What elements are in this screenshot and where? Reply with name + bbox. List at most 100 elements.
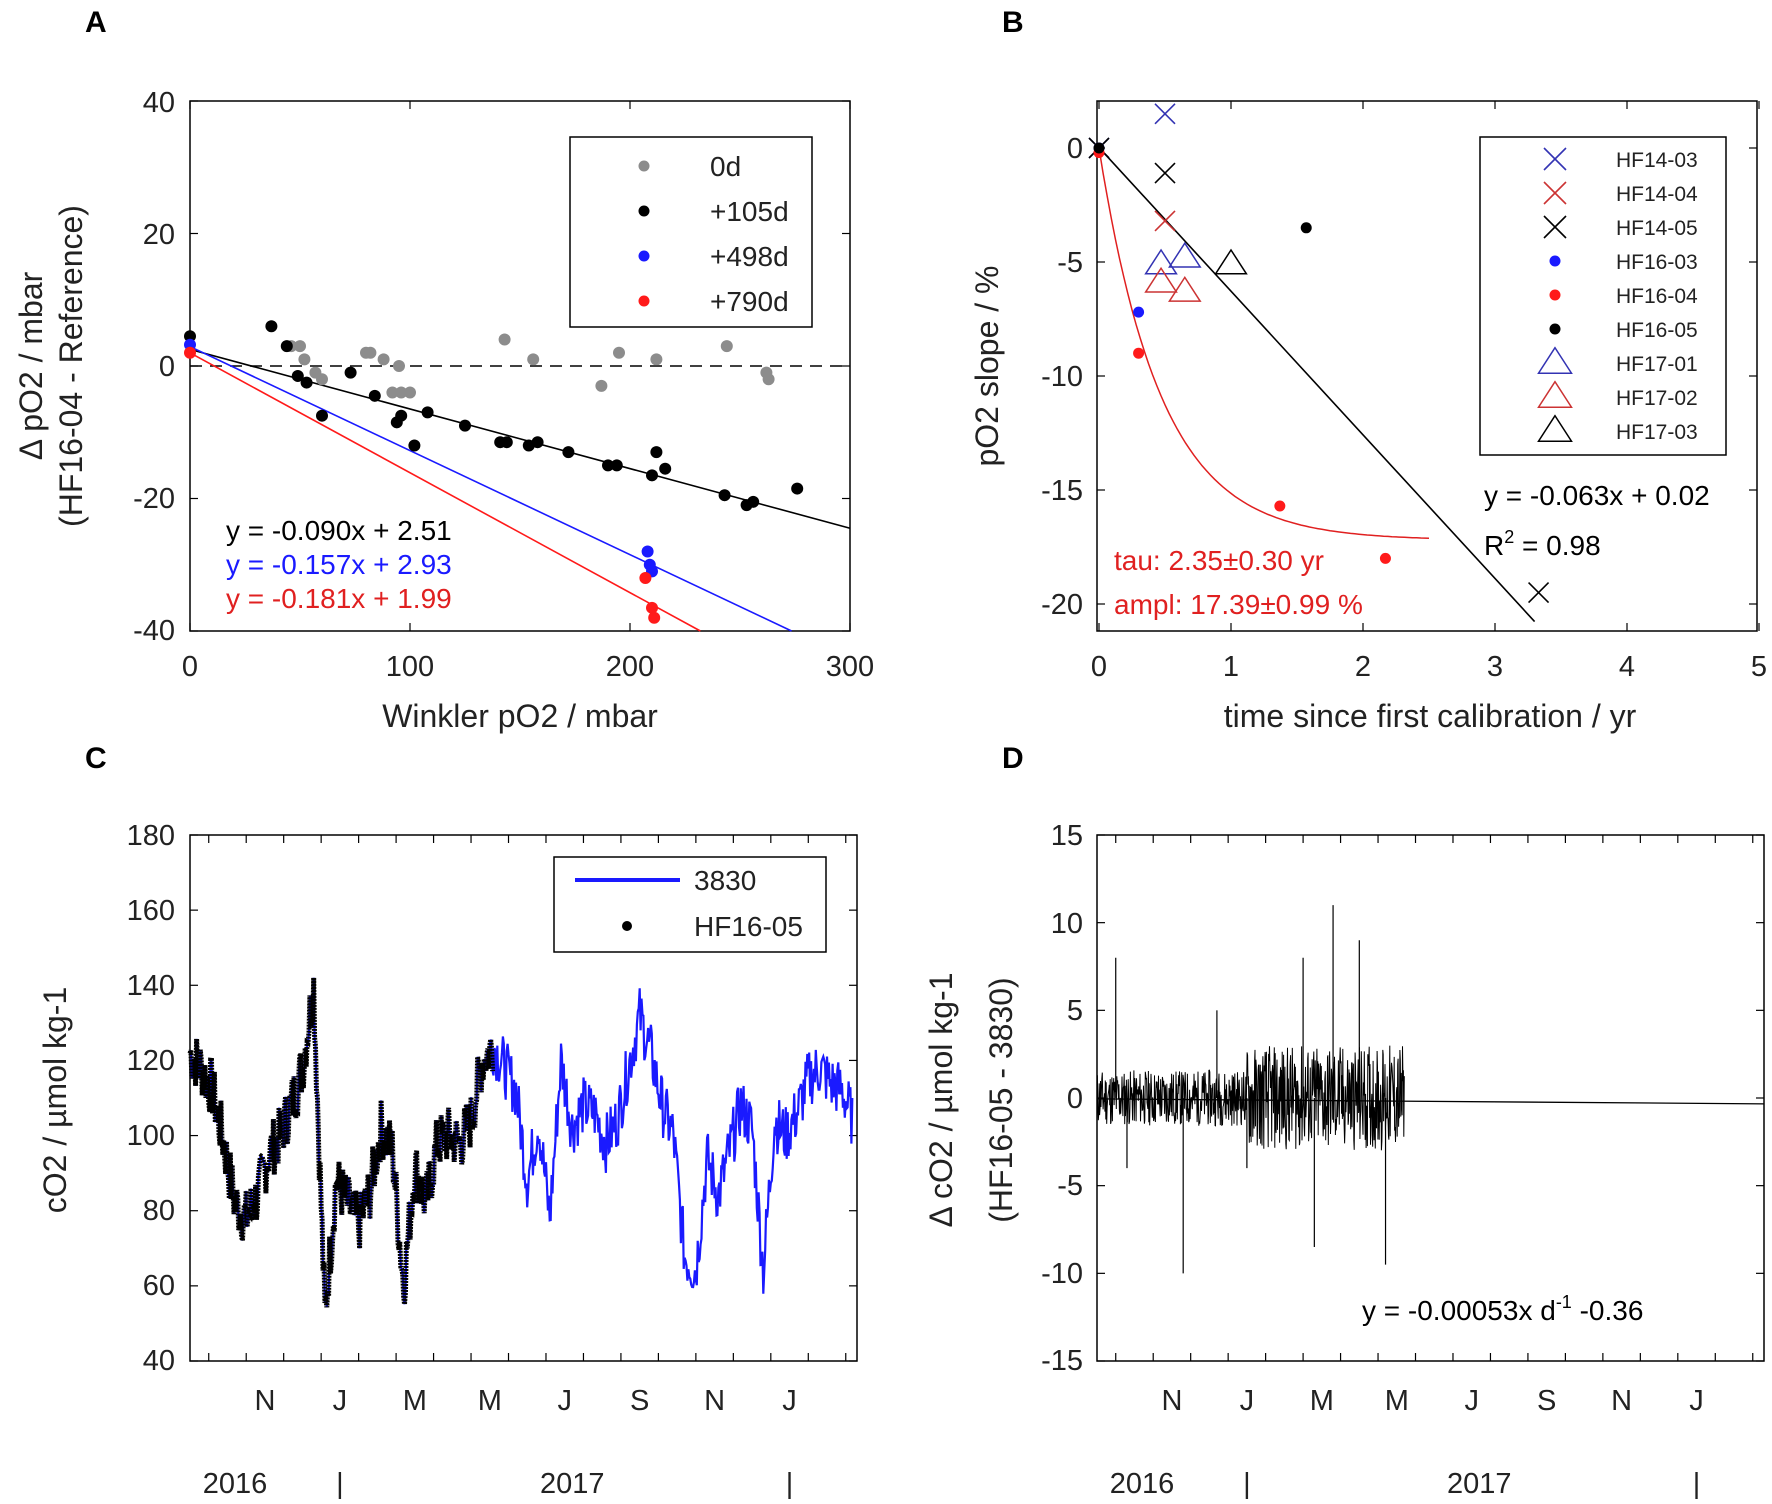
- data-point: [184, 346, 196, 359]
- panel-a-y-axis-label-2: (HF16-04 - Reference): [53, 205, 89, 527]
- month-tick-label: S: [1537, 1385, 1556, 1417]
- data-point: [408, 439, 421, 452]
- triangle-marker: [1144, 248, 1178, 275]
- panel-d-ytick-label: 10: [1051, 908, 1083, 940]
- data-point: [316, 373, 328, 386]
- year-label: 2017: [540, 1468, 605, 1500]
- panel-a-fit-equation-105d: y = -0.090x + 2.51: [226, 515, 452, 546]
- panel-d-year-labels: 2016 | 2017 |: [1110, 1468, 1701, 1500]
- month-tick-label: J: [1464, 1385, 1479, 1417]
- data-point: [498, 333, 511, 346]
- panel-d-ytick-label: 15: [1051, 820, 1083, 852]
- data-point: [613, 346, 625, 359]
- panel-d-ytick-label: 0: [1067, 1083, 1083, 1115]
- panel-c-series: [187, 977, 854, 1308]
- x-marker: [1543, 147, 1567, 171]
- panel-b-legend-box: [1479, 136, 1727, 456]
- panel-c-ticks: [190, 834, 857, 1362]
- panel-b-y-axis-label: pO2 slope / %: [969, 266, 1005, 467]
- panel-b-legend-entry: HF16-05: [1616, 319, 1698, 342]
- panel-a-y-axis-label: Δ pO2 / mbar: [13, 271, 49, 460]
- x-marker: [1154, 162, 1176, 184]
- panel-b: B 0 -5 -10 -15 -20 0 1 2 3 4 5 time sinc…: [969, 6, 1767, 734]
- panel-c-legend-box: [553, 856, 827, 953]
- panel-d-fit-equation: y = -0.00053x d-1 -0.36: [1362, 1292, 1643, 1326]
- data-point: [646, 469, 658, 482]
- panel-c-ytick-label: 160: [127, 895, 175, 927]
- triangle-marker: [1537, 346, 1573, 374]
- dot-marker: [1133, 306, 1145, 318]
- panel-d-y-axis-label-2: (HF16-05 - 3830): [983, 977, 1019, 1222]
- data-point: [602, 459, 614, 472]
- panel-b-xtick-label: 0: [1091, 651, 1107, 683]
- data-point: [747, 495, 760, 508]
- panel-a-legend-marker-0d: [638, 160, 650, 172]
- triangle-marker: [1144, 266, 1178, 293]
- month-tick-label: J: [1689, 1385, 1704, 1417]
- panel-a-legend-marker-105d: [638, 205, 650, 217]
- panel-b-r2-label: R2 = 0.98: [1484, 527, 1601, 561]
- panel-a-legend-marker-498d: [638, 250, 650, 262]
- series-hf16-05-line: [187, 977, 496, 1308]
- data-point: [791, 482, 804, 495]
- year-label: 2017: [1447, 1468, 1512, 1500]
- data-point: [459, 419, 471, 432]
- panel-a-legend-box: [569, 136, 813, 328]
- data-point: [610, 459, 623, 472]
- data-point: [386, 386, 399, 399]
- data-point: [762, 373, 775, 386]
- panel-d-ytick-label: -10: [1041, 1258, 1083, 1290]
- data-point: [718, 489, 731, 502]
- month-tick-label: M: [403, 1385, 427, 1417]
- data-point: [639, 572, 652, 584]
- data-point: [300, 376, 313, 389]
- panel-a-xtick-label: 300: [826, 651, 874, 683]
- panel-c-legend-entry: 3830: [694, 865, 756, 896]
- panel-a-fit-equation-790d: y = -0.181x + 1.99: [226, 583, 452, 614]
- dot-marker: [1549, 255, 1561, 267]
- panel-c-y-axis-label: cO2 / µmol kg-1: [37, 987, 73, 1214]
- panel-b-legend-entry: HF17-03: [1616, 421, 1698, 444]
- year-label: 2016: [203, 1468, 268, 1500]
- month-tick-label: N: [1161, 1385, 1182, 1417]
- panel-b-legend-entry: HF17-01: [1616, 353, 1698, 376]
- data-point: [184, 330, 196, 343]
- panel-b-xtick-label: 2: [1355, 651, 1371, 683]
- month-tick-label: S: [630, 1385, 649, 1417]
- triangle-marker: [1537, 380, 1573, 408]
- panel-a-ytick-label: 40: [143, 87, 175, 119]
- year-label: |: [786, 1468, 794, 1500]
- data-point: [395, 386, 408, 399]
- panel-c-year-labels: 2016 | 2017 |: [203, 1468, 794, 1500]
- x-marker: [1527, 582, 1550, 604]
- dot-marker: [1379, 552, 1391, 564]
- data-point: [316, 409, 328, 422]
- data-point: [531, 436, 544, 449]
- panel-a-points: [184, 320, 804, 624]
- dot-marker: [1549, 323, 1561, 335]
- panel-d-label: D: [1002, 742, 1024, 775]
- year-label: |: [1693, 1468, 1701, 1500]
- panel-b-linear-fit-equation: y = -0.063x + 0.02: [1484, 480, 1710, 511]
- panel-b-ytick-label: -20: [1041, 589, 1083, 621]
- month-tick-label: M: [1385, 1385, 1409, 1417]
- dot-marker: [1274, 500, 1286, 512]
- data-point: [280, 340, 293, 353]
- dot-marker: [1549, 289, 1561, 301]
- panel-b-ytick-label: -5: [1057, 247, 1083, 279]
- panel-b-legend-entry: HF14-04: [1616, 183, 1698, 206]
- month-tick-label: N: [254, 1385, 275, 1417]
- x-marker: [1154, 103, 1176, 125]
- year-label: |: [1243, 1468, 1251, 1500]
- panel-b-label: B: [1002, 6, 1024, 39]
- month-tick-label: N: [1611, 1385, 1632, 1417]
- panel-b-ticks: [1097, 101, 1760, 631]
- panel-c-ytick-label: 80: [143, 1195, 175, 1227]
- panel-b-ytick-label: 0: [1067, 133, 1083, 165]
- panel-c-ytick-label: 180: [127, 820, 175, 852]
- year-label: |: [336, 1468, 344, 1500]
- panel-b-ytick-label: -15: [1041, 475, 1083, 507]
